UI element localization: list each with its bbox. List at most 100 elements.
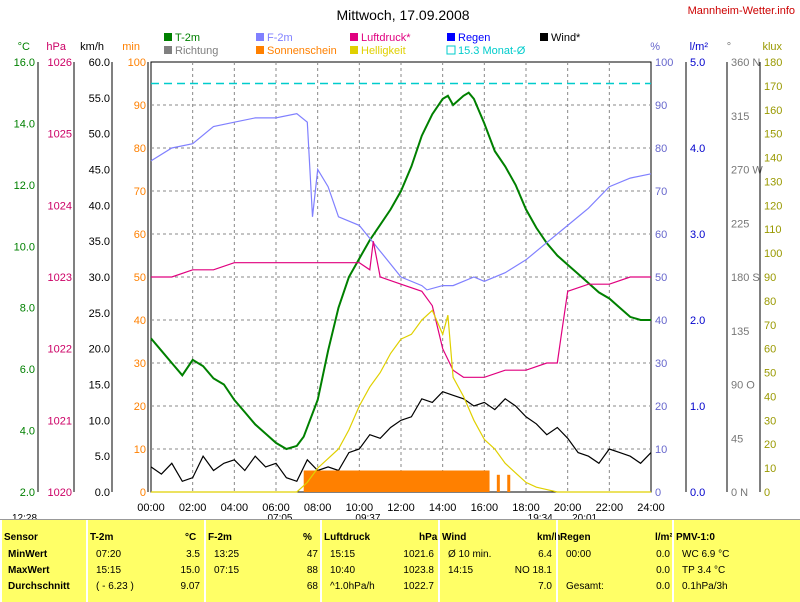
rain-axis-tick-label: 0.0 xyxy=(690,487,705,499)
wind-axis-tick-label: 40.0 xyxy=(89,200,110,212)
brand-label: Mannheim-Wetter.info xyxy=(688,5,795,17)
legend-swatch xyxy=(540,33,548,41)
x-tick-label: 24:00 xyxy=(637,502,665,514)
humidity-axis-tick-label: 20 xyxy=(655,401,667,413)
stats-cell: TP 3.4 °C xyxy=(682,565,725,576)
wind-axis-tick-label: 20.0 xyxy=(89,344,110,356)
light-axis-tick-label: 140 xyxy=(764,153,782,165)
stats-cell: 0.0 xyxy=(620,581,670,592)
stats-cell: WC 6.9 °C xyxy=(682,549,729,560)
stats-cell: 14:15 xyxy=(448,565,473,576)
light-axis-tick-label: 70 xyxy=(764,320,776,332)
x-tick-label: 14:00 xyxy=(429,502,457,514)
wind-axis-tick-label: 15.0 xyxy=(89,380,110,392)
sun-axis-tick-label: 80 xyxy=(134,143,146,155)
rain-axis-tick-label: 5.0 xyxy=(690,57,705,69)
direction-axis-tick-label: 270 W xyxy=(731,165,763,177)
legend-label-1: F-2m xyxy=(267,32,293,44)
stats-header: F-2m xyxy=(208,532,232,543)
light-axis-tick-label: 50 xyxy=(764,368,776,380)
pressure-axis-tick-label: 1021 xyxy=(48,415,72,427)
stats-cell: 1021.6 xyxy=(384,549,434,560)
legend-label-8: 15.3 Monat-Ø xyxy=(458,45,526,57)
sun-axis-tick-label: 40 xyxy=(134,315,146,327)
light-axis-tick-label: 160 xyxy=(764,105,782,117)
legend-label-5: Richtung xyxy=(175,45,218,57)
humidity-axis-tick-label: 90 xyxy=(655,100,667,112)
rain-axis-tick-label: 2.0 xyxy=(690,315,705,327)
pressure-axis-tick-label: 1025 xyxy=(48,129,72,141)
x-tick-label: 00:00 xyxy=(137,502,165,514)
legend-swatch xyxy=(447,46,455,54)
wind-axis-tick-label: 45.0 xyxy=(89,165,110,177)
rain-axis-tick-label: 1.0 xyxy=(690,401,705,413)
legend-swatch xyxy=(350,33,358,41)
stats-header: T-2m xyxy=(90,532,113,543)
stats-cell: 00:00 xyxy=(566,549,591,560)
humidity-axis-tick-label: 10 xyxy=(655,444,667,456)
stats-unit: % xyxy=(303,532,312,543)
light-axis-tick-label: 60 xyxy=(764,344,776,356)
sun-axis-tick-label: 50 xyxy=(134,272,146,284)
direction-unit: ° xyxy=(727,41,731,53)
light-axis-tick-label: 90 xyxy=(764,272,776,284)
legend-label-2: Luftdruck* xyxy=(361,32,411,44)
chart-title: Mittwoch, 17.09.2008 xyxy=(336,7,469,23)
light-axis-tick-label: 80 xyxy=(764,296,776,308)
sun-axis-tick-label: 30 xyxy=(134,358,146,370)
rain-unit: l/m² xyxy=(690,41,709,53)
series-sonnenschein-bar xyxy=(304,471,490,493)
legend-label-0: T-2m xyxy=(175,32,200,44)
temp-axis-tick-label: 8.0 xyxy=(20,303,35,315)
stats-cell: 68 xyxy=(268,581,318,592)
legend-swatch xyxy=(256,46,264,54)
wind-axis-tick-label: 60.0 xyxy=(89,57,110,69)
wind-axis-tick-label: 10.0 xyxy=(89,415,110,427)
direction-axis-tick-label: 180 S xyxy=(731,272,760,284)
wind-axis-tick-label: 35.0 xyxy=(89,236,110,248)
stats-cell: ( - 6.23 ) xyxy=(96,581,134,592)
stats-cell: 3.5 xyxy=(150,549,200,560)
stats-cell: 1023.8 xyxy=(384,565,434,576)
stats-cell: 15.0 xyxy=(150,565,200,576)
humidity-axis-tick-label: 100 xyxy=(655,57,673,69)
sun-axis-tick-label: 10 xyxy=(134,444,146,456)
stats-cell: 10:40 xyxy=(330,565,355,576)
light-axis-tick-label: 110 xyxy=(764,224,782,236)
stats-cell: 15:15 xyxy=(330,549,355,560)
rain-axis-tick-label: 4.0 xyxy=(690,143,705,155)
direction-axis-tick-label: 315 xyxy=(731,111,749,123)
wind-axis-tick-label: 0.0 xyxy=(95,487,110,499)
pressure-axis-tick-label: 1023 xyxy=(48,272,72,284)
light-axis-tick-label: 30 xyxy=(764,415,776,427)
stats-cell: MinWert xyxy=(8,549,47,560)
stats-cell: 0.0 xyxy=(620,549,670,560)
light-axis-tick-label: 0 xyxy=(764,487,770,499)
stats-column xyxy=(320,520,322,602)
legend-swatch xyxy=(256,33,264,41)
light-axis-tick-label: 10 xyxy=(764,463,776,475)
humidity-axis-tick-label: 40 xyxy=(655,315,667,327)
light-axis-tick-label: 150 xyxy=(764,129,782,141)
sun-axis-tick-label: 100 xyxy=(128,57,146,69)
stats-unit: °C xyxy=(185,532,196,543)
stats-cell: ^1.0hPa/h xyxy=(330,581,375,592)
legend-swatch xyxy=(164,33,172,41)
x-tick-label: 08:00 xyxy=(304,502,332,514)
stats-cell: 0.1hPa/3h xyxy=(682,581,728,592)
stats-cell: 13:25 xyxy=(214,549,239,560)
humidity-axis-tick-label: 0 xyxy=(655,487,661,499)
legend-label-6: Sonnenschein xyxy=(267,45,337,57)
stats-cell: MaxWert xyxy=(8,565,50,576)
stats-column xyxy=(672,520,674,602)
stats-cell: 9.07 xyxy=(150,581,200,592)
temp-axis-tick-label: 2.0 xyxy=(20,487,35,499)
sun-axis-tick-label: 0 xyxy=(140,487,146,499)
stats-column xyxy=(86,520,88,602)
stats-cell: Ø 10 min. xyxy=(448,549,491,560)
sun-unit: min xyxy=(122,41,140,53)
stats-cell: NO 18.1 xyxy=(502,565,552,576)
wind-axis-tick-label: 55.0 xyxy=(89,93,110,105)
